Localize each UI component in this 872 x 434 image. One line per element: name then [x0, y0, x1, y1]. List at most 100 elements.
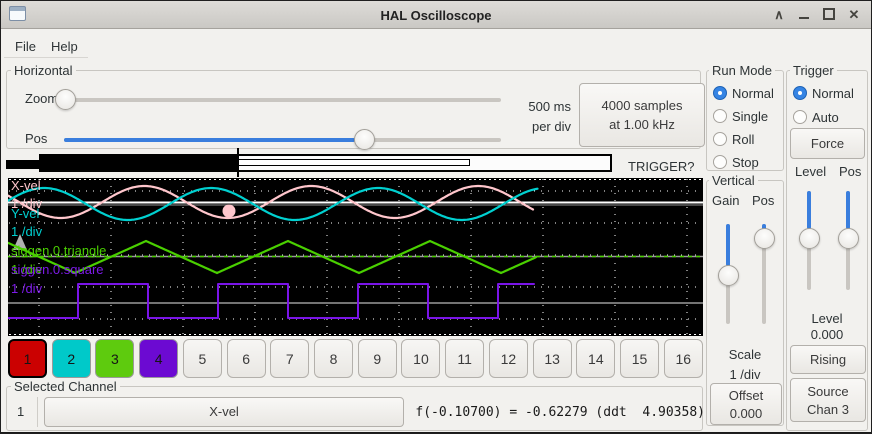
timeline-filled-region: [41, 156, 238, 170]
vertical-pos-slider-handle[interactable]: [754, 228, 775, 249]
window-controls: ∧ ✕: [772, 1, 861, 29]
timeline-left-stub: [6, 160, 39, 169]
radio-icon[interactable]: [713, 132, 727, 146]
channel1-name-label: X-vel: [11, 178, 41, 193]
radio-label: Auto: [812, 110, 839, 125]
run-mode-group-label: Run Mode: [709, 63, 775, 78]
channel-button-5[interactable]: 5: [182, 339, 222, 378]
channel-button-11[interactable]: 11: [445, 339, 485, 378]
scope-display: X-vel 1 /div Y-vel 1 /div siggen.0.trian…: [6, 178, 703, 336]
trigger-level-slider-handle[interactable]: [799, 228, 820, 249]
pos-slider-handle[interactable]: [354, 129, 375, 150]
trigger-source-button[interactable]: Source Chan 3: [790, 378, 866, 422]
timeline-trigger-marker: [237, 148, 239, 177]
trigger-pos-slider-fill: [846, 191, 850, 229]
menu-bar: File Help: [1, 30, 871, 57]
channel-button-10[interactable]: 10: [401, 339, 441, 378]
selected-channel-name-button[interactable]: X-vel: [44, 397, 404, 427]
vertical-gain-label: Gain: [712, 193, 740, 208]
channel-button-4[interactable]: 4: [139, 339, 179, 378]
window-icon: [9, 6, 26, 21]
channel-button-9[interactable]: 9: [357, 339, 397, 378]
samples-line1: 4000 samples: [601, 98, 683, 113]
offset-button[interactable]: Offset 0.000: [710, 383, 782, 425]
trigger-pos-slider-handle[interactable]: [838, 228, 859, 249]
vertical-pos-label: Pos: [752, 193, 775, 208]
channel-button-7[interactable]: 7: [270, 339, 310, 378]
trigger-level-label: Level: [795, 164, 827, 179]
menu-file[interactable]: File: [15, 39, 36, 54]
window-title: HAL Oscilloscope: [380, 8, 492, 23]
pos-slider-fill: [64, 138, 355, 142]
channel4-scale-label: 1 /div: [11, 281, 43, 296]
rate-line1: 500 ms: [528, 99, 571, 114]
horizontal-group-label: Horizontal: [11, 63, 76, 78]
selected-channel-groupbox: [6, 386, 703, 431]
trigger-point-dot: [222, 204, 236, 218]
radio-icon[interactable]: [793, 86, 807, 100]
trigger-level-readout-value: 0.000: [810, 327, 844, 342]
shade-icon[interactable]: ∧: [774, 7, 784, 22]
radio-label: Normal: [732, 86, 774, 101]
trigger-edge-button[interactable]: Rising: [790, 345, 866, 374]
zoom-slider-track[interactable]: [59, 98, 501, 102]
channel4-name-label: siggen.0.square: [11, 262, 104, 277]
radio-icon[interactable]: [713, 109, 727, 123]
pos-label: Pos: [25, 131, 48, 146]
channel-button-3[interactable]: 3: [95, 339, 135, 378]
sample-rate-readout: 500 ms per div: [499, 97, 571, 137]
menu-help[interactable]: Help: [51, 39, 78, 54]
selected-channel-divider: [37, 397, 38, 427]
minimize-icon[interactable]: [797, 8, 811, 23]
close-icon[interactable]: ✕: [848, 7, 860, 22]
channel-button-1[interactable]: 1: [8, 339, 47, 378]
channel-button-16[interactable]: 16: [663, 339, 703, 378]
channel-button-8[interactable]: 8: [314, 339, 354, 378]
vertical-pos-slider-fill: [762, 224, 766, 230]
trigger-group-label: Trigger: [790, 63, 837, 78]
radio-label: Normal: [812, 86, 854, 101]
gain-slider-fill: [726, 224, 730, 266]
radio-label: Roll: [732, 132, 755, 147]
samples-line2: at 1.00 kHz: [609, 117, 675, 132]
channel-button-15[interactable]: 15: [620, 339, 660, 378]
scale-label: Scale: [728, 347, 762, 362]
channel-button-14[interactable]: 14: [576, 339, 616, 378]
radio-icon[interactable]: [713, 155, 727, 169]
radio-icon[interactable]: [793, 110, 807, 124]
channel2-name-label: Y-vel: [11, 206, 40, 221]
trace-x-vel: [6, 184, 535, 220]
radio-icon[interactable]: [713, 86, 727, 100]
offset-button-label: Offset: [728, 388, 764, 403]
vertical-group-label: Vertical: [709, 173, 758, 188]
source-button-value: Chan 3: [807, 402, 849, 417]
gain-slider-handle[interactable]: [718, 265, 739, 286]
channel-button-6[interactable]: 6: [226, 339, 266, 378]
window-bottom-border: [1, 432, 871, 433]
vertical-pos-slider-track[interactable]: [762, 224, 766, 324]
channel-button-2[interactable]: 2: [51, 339, 91, 378]
force-button[interactable]: Force: [790, 128, 865, 159]
channel1-scale-label: 1 /div: [11, 196, 43, 211]
channel3-scale-label: 1 /div: [11, 262, 43, 277]
trace-square: [7, 283, 535, 319]
channel-button-12[interactable]: 12: [488, 339, 528, 378]
scale-value: 1 /div: [729, 367, 761, 382]
samples-button[interactable]: 4000 samples at 1.00 kHz: [579, 83, 705, 147]
source-button-label: Source: [807, 384, 849, 399]
menubar-divider: [4, 57, 88, 58]
scope-canvas: [6, 179, 703, 335]
offset-button-value: 0.000: [729, 406, 763, 421]
radio-label: Stop: [732, 155, 759, 170]
channel-button-row: 1 2 3 4 5 6 7 8 9 10 11 12 13 14 15 16: [8, 339, 703, 378]
channel2-scale-label: 1 /div: [11, 224, 43, 239]
selected-channel-number: 1: [17, 404, 25, 419]
trace-y-vel: [6, 186, 539, 222]
title-bar: HAL Oscilloscope ∧ ✕: [1, 1, 871, 29]
zoom-slider-handle[interactable]: [55, 89, 76, 110]
trigger-pos-label: Pos: [839, 164, 862, 179]
maximize-icon[interactable]: [822, 7, 836, 23]
channel-button-13[interactable]: 13: [532, 339, 572, 378]
timeline-window-region: [238, 159, 470, 166]
